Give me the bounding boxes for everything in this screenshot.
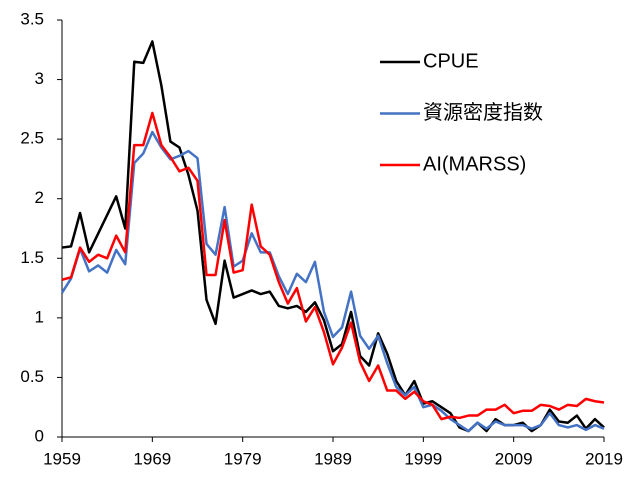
y-tick-label: 3 (35, 69, 44, 88)
y-tick-label: 0 (35, 426, 44, 445)
y-tick-label: 2.5 (20, 129, 44, 148)
x-tick-label: 1979 (224, 449, 262, 468)
series-line (61, 40, 605, 433)
y-tick-label: 1 (35, 307, 44, 326)
x-tick-label: 2009 (495, 449, 533, 468)
series-line (61, 111, 605, 421)
series-line (60, 130, 605, 433)
y-tick-label: 2 (35, 188, 44, 207)
y-tick-label: 1.5 (20, 248, 44, 267)
legend-label: AI(MARSS) (423, 153, 526, 175)
x-tick-label: 1999 (404, 449, 442, 468)
x-tick-label: 1969 (133, 449, 171, 468)
x-tick-label: 2019 (585, 449, 623, 468)
x-tick-label: 1959 (43, 449, 81, 468)
y-tick-label: 3.5 (20, 9, 44, 28)
legend-label: 資源密度指数 (423, 101, 543, 124)
legend-label: CPUE (423, 50, 479, 72)
x-tick-label: 1989 (314, 449, 352, 468)
y-tick-label: 0.5 (20, 367, 44, 386)
